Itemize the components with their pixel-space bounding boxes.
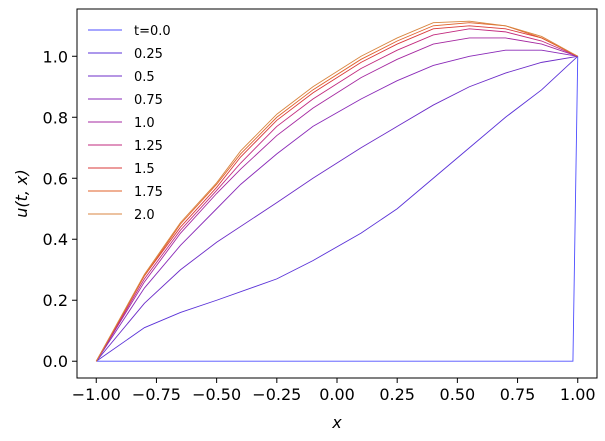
series-line-2 <box>95 55 578 362</box>
legend-label: 1.5 <box>134 162 155 177</box>
series-line-6 <box>95 25 578 362</box>
y-axis-ticks: 0.0 0.2 0.4 0.6 0.8 1.0 <box>43 47 77 371</box>
series-line-3 <box>95 49 578 362</box>
x-tick-label: −1.00 <box>72 385 121 404</box>
series-line-4 <box>95 37 578 362</box>
legend: t=0.0 0.25 0.5 0.75 1.0 1.25 1.5 1.75 2.0 <box>88 24 171 223</box>
legend-label: 1.25 <box>134 139 163 154</box>
series-line-0 <box>96 56 579 362</box>
legend-label: 0.75 <box>134 93 163 108</box>
x-axis-label: x <box>331 413 342 432</box>
x-tick-label: 1.00 <box>560 385 596 404</box>
legend-label: 1.75 <box>134 185 163 200</box>
y-axis-label: u(t, x) <box>12 169 31 218</box>
x-tick-label: −0.50 <box>192 385 241 404</box>
x-tick-label: −0.25 <box>252 385 301 404</box>
x-tick-label: 0.00 <box>319 385 355 404</box>
y-tick-label: 0.6 <box>43 169 68 188</box>
series-line-8 <box>95 20 578 362</box>
series-line-1 <box>96 55 579 362</box>
legend-label: 2.0 <box>134 208 155 223</box>
y-tick-label: 1.0 <box>43 47 68 66</box>
legend-label: 0.25 <box>134 47 163 62</box>
x-tick-label: 0.50 <box>440 385 476 404</box>
y-tick-label: 0.8 <box>43 108 68 127</box>
y-tick-label: 0.4 <box>43 230 68 249</box>
legend-label: 0.5 <box>134 70 155 85</box>
x-axis-ticks: −1.00 −0.75 −0.50 −0.25 0.00 0.25 0.50 0.75 1.00 <box>72 378 596 404</box>
y-tick-label: 0.2 <box>43 291 68 310</box>
series-line-5 <box>95 28 578 362</box>
legend-label: 1.0 <box>134 116 155 131</box>
x-tick-label: −0.75 <box>132 385 181 404</box>
series-lines <box>95 20 579 362</box>
x-tick-label: 0.75 <box>500 385 536 404</box>
x-tick-label: 0.25 <box>379 385 415 404</box>
y-tick-label: 0.0 <box>43 352 68 371</box>
legend-label: t=0.0 <box>134 24 171 39</box>
